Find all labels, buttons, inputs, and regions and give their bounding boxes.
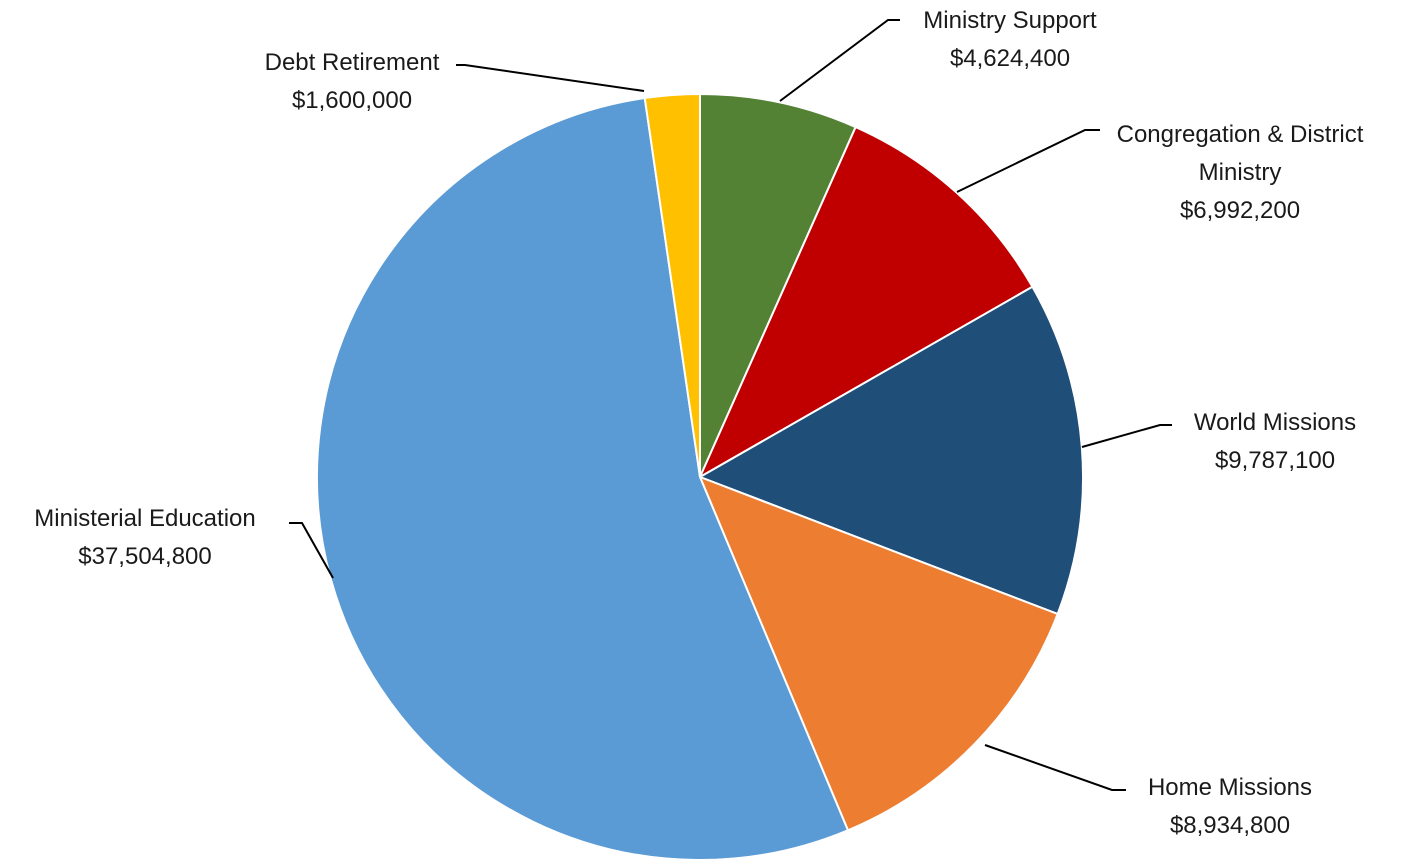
leader-line-ministry-support xyxy=(779,19,900,102)
slice-value-ministry-support: $4,624,400 xyxy=(950,45,1070,72)
pie-slices xyxy=(316,92,1084,861)
slice-category-ministry-support: Ministry Support xyxy=(923,7,1097,34)
slice-value-debt-retirement: $1,600,000 xyxy=(292,87,412,114)
slice-labels: Ministry Support $4,624,400 Congregation &… xyxy=(34,7,1363,839)
slice-value-ministerial-education: $37,504,800 xyxy=(78,543,211,570)
slice-category-home-missions: Home Missions xyxy=(1148,774,1312,801)
leader-line-world-missions xyxy=(1081,424,1172,448)
pie-slice-ministerial-education xyxy=(316,96,850,861)
pie-slice-ministry-support xyxy=(699,92,857,478)
slice-category-ministerial-education: Ministerial Education xyxy=(34,505,255,532)
leader-line-ministerial-education xyxy=(289,522,334,579)
leader-line-home-missions xyxy=(984,744,1126,791)
slice-category-debt-retirement: Debt Retirement xyxy=(265,49,440,76)
pie-slice-congregation-district-ministry xyxy=(697,125,1034,480)
slice-value-world-missions: $9,787,100 xyxy=(1215,447,1335,474)
pie-slice-world-missions xyxy=(697,285,1084,616)
slice-category-congregation-district-ministry: Ministry xyxy=(1199,159,1282,186)
leader-lines xyxy=(289,19,1172,791)
slice-label-world-missions: World Missions $9,787,100 xyxy=(1194,409,1356,474)
slice-value-congregation-district-ministry: $6,992,200 xyxy=(1180,197,1300,224)
slice-label-congregation-district-ministry: Congregation & District Ministry $6,992,20… xyxy=(1117,121,1364,224)
slice-label-home-missions: Home Missions $8,934,800 xyxy=(1148,774,1312,839)
slice-value-home-missions: $8,934,800 xyxy=(1170,812,1290,839)
slice-category-world-missions: World Missions xyxy=(1194,409,1356,436)
leader-line-debt-retirement xyxy=(456,64,645,92)
slice-category-congregation-district-ministry: Congregation & District xyxy=(1117,121,1364,148)
pie-slice-home-missions xyxy=(698,475,1059,832)
slice-label-debt-retirement: Debt Retirement $1,600,000 xyxy=(265,49,440,114)
slice-label-ministry-support: Ministry Support $4,624,400 xyxy=(923,7,1097,72)
leader-line-congregation-district-ministry xyxy=(956,129,1100,193)
pie-slice-debt-retirement xyxy=(643,92,701,478)
slice-label-ministerial-education: Ministerial Education $37,504,800 xyxy=(34,505,255,570)
